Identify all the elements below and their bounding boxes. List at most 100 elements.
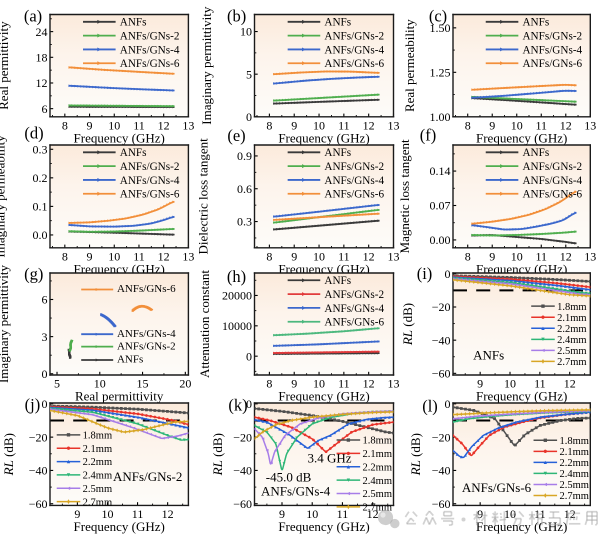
svg-text:12: 12 <box>560 249 572 263</box>
svg-text:11: 11 <box>338 377 350 391</box>
svg-text:8: 8 <box>266 249 272 263</box>
svg-text:11: 11 <box>337 507 349 521</box>
svg-text:Dielectric loss tangent: Dielectric loss tangent <box>196 138 211 255</box>
svg-text:2.2mm: 2.2mm <box>83 457 112 468</box>
svg-text:11: 11 <box>132 507 144 521</box>
svg-text:10: 10 <box>511 118 523 132</box>
svg-text:0.6: 0.6 <box>237 182 252 196</box>
svg-text:10: 10 <box>504 507 516 521</box>
svg-text:ANFs/GNs-4: ANFs/GNs-4 <box>120 175 180 187</box>
svg-text:2.2mm: 2.2mm <box>557 324 586 335</box>
svg-text:ANFs/GNs-6: ANFs/GNs-6 <box>120 189 180 201</box>
svg-text:−40: −40 <box>233 464 252 478</box>
svg-text:18: 18 <box>36 50 48 64</box>
svg-text:1.00: 1.00 <box>430 110 451 124</box>
svg-text:−40: −40 <box>432 464 451 478</box>
svg-text:(c): (c) <box>429 6 447 25</box>
svg-text:6: 6 <box>42 293 48 307</box>
svg-text:2.1mm: 2.1mm <box>559 447 588 458</box>
svg-text:8: 8 <box>266 118 272 132</box>
svg-text:(l): (l) <box>422 396 438 415</box>
svg-text:0: 0 <box>445 267 451 281</box>
svg-text:6: 6 <box>42 102 48 116</box>
svg-text:9: 9 <box>87 118 93 132</box>
svg-text:8: 8 <box>266 377 272 391</box>
svg-text:2.2mm: 2.2mm <box>559 458 588 469</box>
svg-text:2.7mm: 2.7mm <box>557 357 586 368</box>
svg-text:(a): (a) <box>24 6 42 25</box>
svg-text:Imaginary permeability: Imaginary permeability <box>0 135 8 258</box>
svg-text:ANFs: ANFs <box>324 17 351 29</box>
svg-text:ANFs/GNs-6: ANFs/GNs-6 <box>324 189 384 201</box>
svg-text:0: 0 <box>246 397 252 411</box>
svg-text:0: 0 <box>42 367 48 381</box>
svg-text:0.9: 0.9 <box>237 149 252 163</box>
svg-text:3.4 GHz: 3.4 GHz <box>308 450 352 465</box>
svg-text:9: 9 <box>291 118 297 132</box>
svg-text:9: 9 <box>87 249 93 263</box>
svg-text:(j): (j) <box>25 395 41 414</box>
svg-text:9: 9 <box>489 249 495 263</box>
svg-text:2.4mm: 2.4mm <box>363 476 392 487</box>
svg-text:(i): (i) <box>417 264 433 283</box>
svg-text:2.1mm: 2.1mm <box>83 444 112 455</box>
svg-text:0.00: 0.00 <box>430 233 451 247</box>
svg-text:3: 3 <box>42 330 48 344</box>
svg-text:1.8mm: 1.8mm <box>363 436 392 447</box>
svg-text:ANFs/GNs-4: ANFs/GNs-4 <box>324 44 384 56</box>
svg-text:10000: 10000 <box>222 319 252 333</box>
svg-text:ANFs: ANFs <box>522 147 549 159</box>
svg-text:Frequency (GHz): Frequency (GHz) <box>278 519 369 534</box>
svg-text:2.5mm: 2.5mm <box>83 484 112 495</box>
svg-text:Attenuation constant: Attenuation constant <box>197 270 212 378</box>
svg-text:Frequency (GHz): Frequency (GHz) <box>476 519 567 534</box>
svg-text:ANFs/GNs-4: ANFs/GNs-4 <box>324 175 384 187</box>
svg-text:Imaginary permittivity: Imaginary permittivity <box>199 6 214 125</box>
svg-text:ANFs: ANFs <box>117 354 143 366</box>
svg-text:11: 11 <box>535 118 547 132</box>
svg-text:9: 9 <box>489 118 495 132</box>
svg-text:13: 13 <box>388 249 400 263</box>
svg-text:ANFs/GNs-6: ANFs/GNs-6 <box>462 480 532 495</box>
svg-text:11: 11 <box>338 118 350 132</box>
svg-text:20000: 20000 <box>222 289 252 303</box>
svg-text:1.25: 1.25 <box>430 65 451 79</box>
svg-text:Frequency (GHz): Frequency (GHz) <box>278 131 369 146</box>
svg-text:ANFs/GNs-4: ANFs/GNs-4 <box>117 328 176 340</box>
svg-text:ANFs/GNs-6: ANFs/GNs-6 <box>117 283 176 295</box>
svg-text:1.8mm: 1.8mm <box>557 302 586 313</box>
svg-text:Magnetic loss tangent: Magnetic loss tangent <box>397 139 412 253</box>
svg-text:ANFs/GNs-4: ANFs/GNs-4 <box>522 44 582 56</box>
svg-text:0.3: 0.3 <box>237 215 252 229</box>
svg-text:12: 12 <box>363 118 375 132</box>
svg-text:ANFs/GNs-4: ANFs/GNs-4 <box>522 175 582 187</box>
svg-text:2.5mm: 2.5mm <box>363 489 392 500</box>
svg-text:Real permittivity: Real permittivity <box>75 389 164 404</box>
svg-text:10: 10 <box>108 249 120 263</box>
svg-text:−40: −40 <box>29 464 48 478</box>
svg-text:8: 8 <box>465 249 471 263</box>
svg-text:1.8mm: 1.8mm <box>83 431 112 442</box>
svg-text:9: 9 <box>477 377 483 391</box>
svg-text:8: 8 <box>465 118 471 132</box>
svg-text:(e): (e) <box>227 126 245 145</box>
svg-text:(g): (g) <box>24 264 43 283</box>
svg-text:ANFs/GNs-6: ANFs/GNs-6 <box>522 189 582 201</box>
svg-text:ANFs/GNs-2: ANFs/GNs-2 <box>117 340 176 352</box>
svg-text:(b): (b) <box>227 6 246 25</box>
svg-text:10: 10 <box>108 118 120 132</box>
svg-text:ANFs: ANFs <box>473 347 504 362</box>
svg-text:Frequency (GHz): Frequency (GHz) <box>476 389 567 404</box>
svg-text:13: 13 <box>182 118 194 132</box>
svg-text:12: 12 <box>363 377 375 391</box>
svg-text:0: 0 <box>246 349 252 363</box>
svg-text:−60: −60 <box>233 497 252 511</box>
svg-text:2.7mm: 2.7mm <box>83 497 112 508</box>
svg-text:12: 12 <box>36 76 48 90</box>
svg-text:Frequency (GHz): Frequency (GHz) <box>74 131 165 146</box>
svg-text:10: 10 <box>504 377 516 391</box>
svg-text:2.2mm: 2.2mm <box>363 462 392 473</box>
svg-text:−60: −60 <box>432 497 451 511</box>
svg-text:11: 11 <box>133 249 145 263</box>
svg-text:ANFs/GNs-2: ANFs/GNs-2 <box>324 161 384 173</box>
